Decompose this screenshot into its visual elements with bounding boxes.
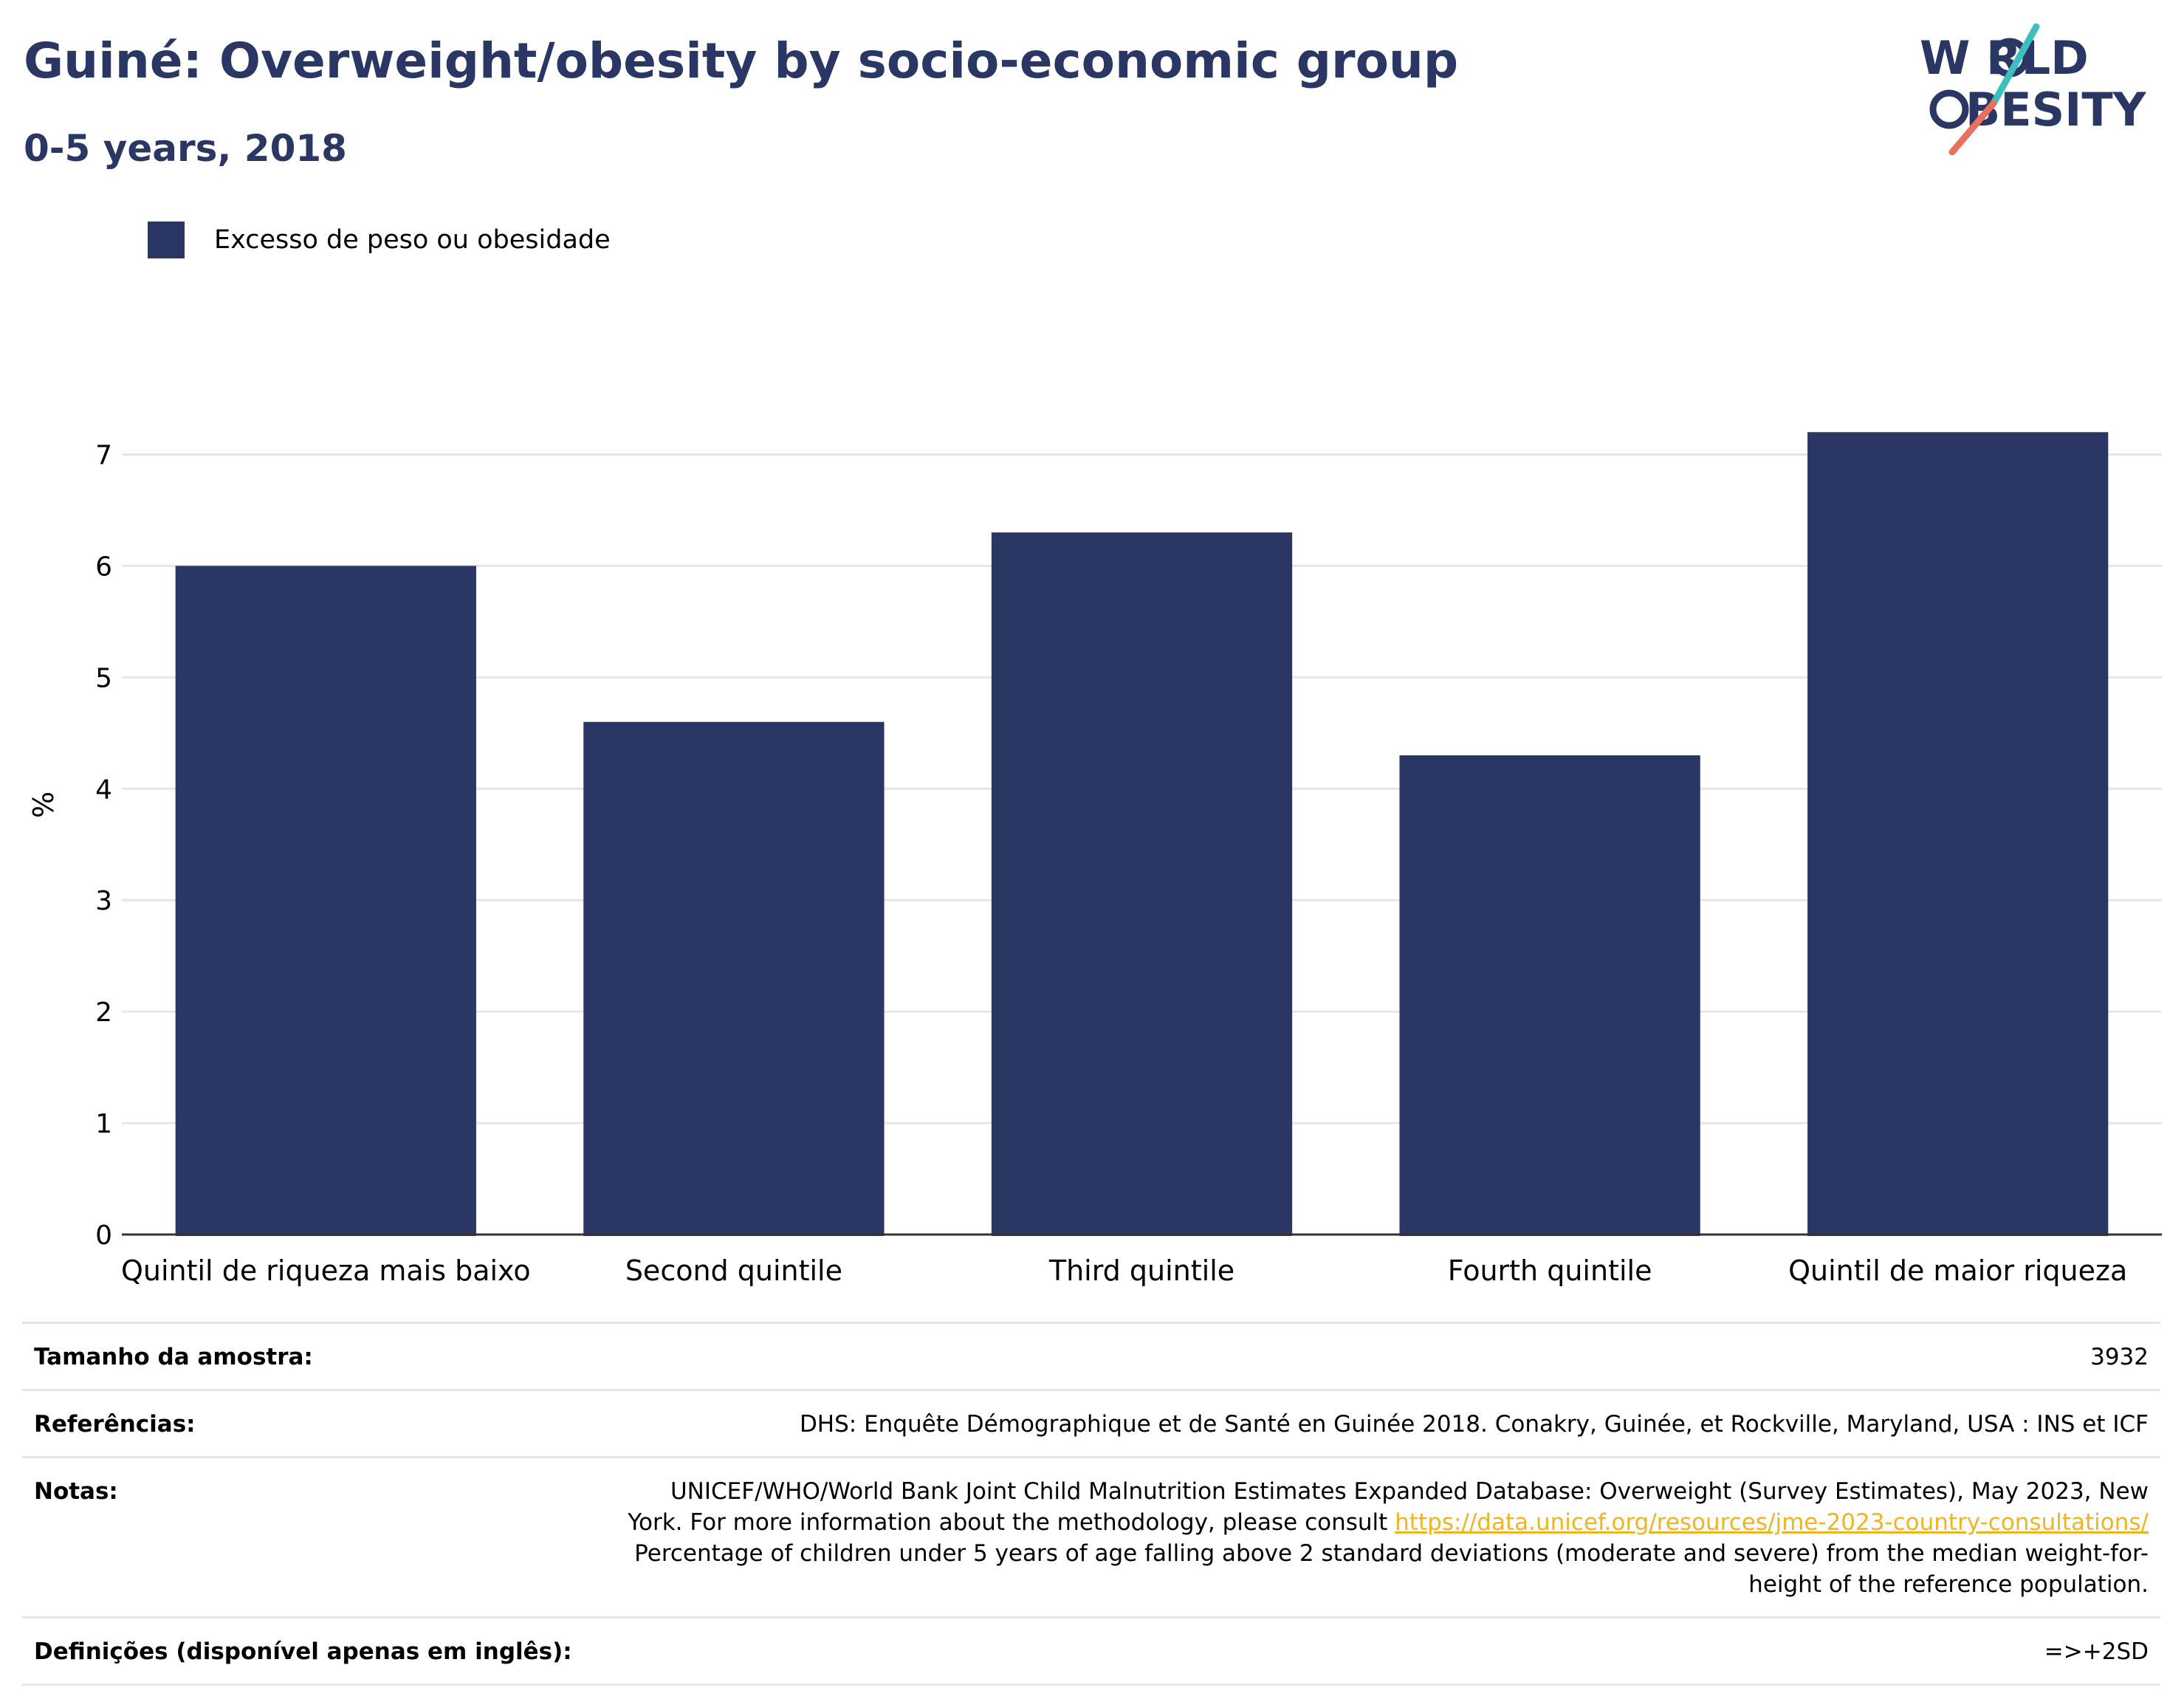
bar-4[interactable] [1399,755,1700,1236]
x-tick-label-5: Quintil de maior riqueza [1788,1254,2127,1287]
definitions-value: =>+2SD [2044,1638,2149,1665]
definitions-row: Definições (disponível apenas em inglês)… [22,1618,2160,1686]
references-label: Referências: [34,1411,196,1438]
x-tick-label-2: Second quintile [625,1254,842,1287]
legend: Excesso de peso ou obesidade [148,222,611,258]
x-tick-label-3: Third quintile [1048,1254,1234,1287]
page-subtitle: 0-5 years, 2018 [24,127,347,170]
sample-size-value: 3932 [2090,1344,2149,1370]
notes-line1: UNICEF/WHO/World Bank Joint Child Malnut… [670,1478,2149,1505]
info-table: Tamanho da amostra: 3932 Referências: DH… [22,1322,2160,1686]
logo-slash-coral [1948,100,1997,155]
logo-o-ring-2 [1929,89,1969,129]
sample-size-row: Tamanho da amostra: 3932 [22,1324,2160,1391]
axis-layer: 0 1 2 3 4 5 6 7 Quintil de riqueza mais baixo Sec… [95,440,2162,1287]
bar-layer [175,432,2109,1236]
bar-5[interactable] [1807,432,2109,1236]
y-tick-label-5: 5 [95,663,112,693]
notes-line3: Percentage of children under 5 years of … [634,1540,2149,1567]
x-tick-label-1: Quintil de riqueza mais baixo [121,1254,531,1287]
notes-label: Notas: [34,1478,118,1505]
y-tick-label-1: 1 [95,1109,112,1139]
references-row: Referências: DHS: Enquête Démographique … [22,1391,2160,1458]
y-tick-label-6: 6 [95,552,112,582]
legend-label: Excesso de peso ou obesidade [214,225,611,255]
notes-row: Notas: UNICEF/WHO/World Bank Joint Child… [22,1458,2160,1618]
logo-slash-teal [1990,23,2040,107]
y-tick-label-4: 4 [95,775,112,805]
y-axis-label: % [27,792,60,818]
references-value: DHS: Enquête Démographique et de Santé e… [799,1411,2149,1438]
bar-1[interactable] [175,566,476,1236]
bar-2[interactable] [583,721,885,1236]
y-tick-label-2: 2 [95,998,112,1028]
notes-line4: height of the reference population. [1748,1571,2149,1598]
y-tick-label-0: 0 [95,1220,112,1251]
page-title: Guiné: Overweight/obesity by socio-econo… [24,32,1459,89]
y-tick-label-7: 7 [95,440,112,470]
y-tick-label-3: 3 [95,886,112,916]
logo-line2: BESITY [1965,83,2147,137]
legend-swatch [148,222,185,258]
notes-line2-prefix: York. For more information about the met… [628,1509,1395,1536]
definitions-label: Definições (disponível apenas em inglês)… [34,1638,572,1665]
bar-3[interactable] [991,532,1293,1236]
notes-value: UNICEF/WHO/World Bank Joint Child Malnut… [628,1476,2149,1600]
notes-line2: York. For more information about the met… [628,1507,2149,1538]
sample-size-label: Tamanho da amostra: [34,1344,313,1370]
x-tick-label-4: Fourth quintile [1448,1254,1652,1287]
bar-chart: 0 1 2 3 4 5 6 7 Quintil de riqueza mais baixo Sec… [27,432,2162,1287]
world-obesity-logo: W RLD BESITY [1920,23,2147,155]
notes-link[interactable]: https://data.unicef.org/resources/jme-20… [1395,1509,2149,1536]
